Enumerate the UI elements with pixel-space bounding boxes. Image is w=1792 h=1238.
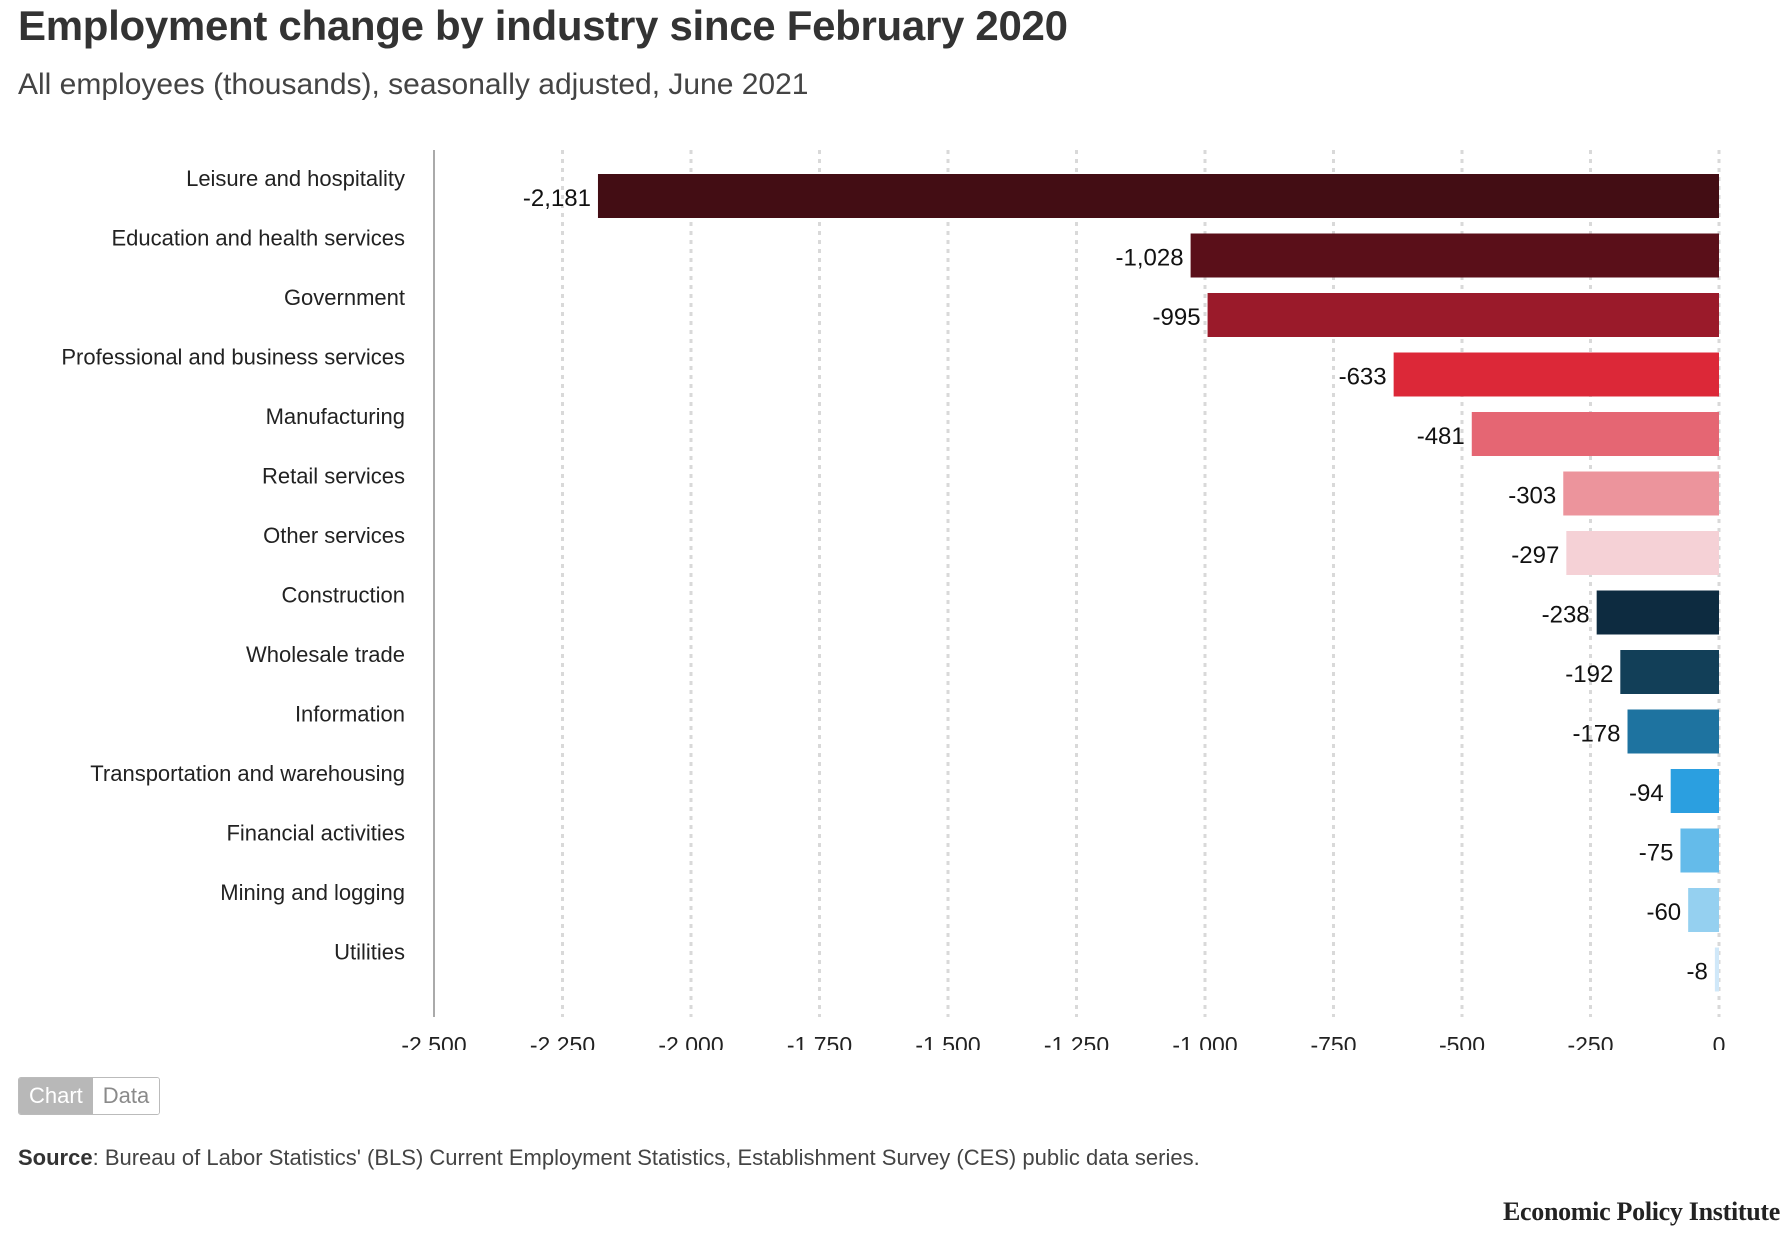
source-text: : Bureau of Labor Statistics' (BLS) Curr… [92, 1145, 1200, 1170]
bar [1471, 412, 1719, 456]
x-tick-label: 0 [1713, 1032, 1726, 1050]
x-tick-label: -2,500 [401, 1032, 466, 1050]
x-tick-label: -2,250 [530, 1032, 595, 1050]
value-label: -94 [1629, 780, 1664, 807]
value-label: -75 [1639, 840, 1674, 867]
value-label: -2,181 [523, 185, 591, 212]
bar [1670, 769, 1719, 813]
x-tick-label: -1,000 [1172, 1032, 1237, 1050]
x-tick-label: -750 [1310, 1032, 1356, 1050]
source-note: Source: Bureau of Labor Statistics' (BLS… [18, 1145, 1200, 1171]
category-label: Other services [263, 523, 405, 548]
x-tick-label: -1,500 [915, 1032, 980, 1050]
bar [1393, 352, 1719, 397]
value-label: -238 [1542, 602, 1590, 629]
bar [1563, 471, 1719, 516]
bar [1680, 828, 1719, 873]
category-label: Mining and logging [220, 880, 405, 905]
category-label: Financial activities [226, 821, 405, 846]
bar [1688, 888, 1719, 932]
bar [1207, 293, 1719, 337]
x-tick-label: -1,250 [1044, 1032, 1109, 1050]
bar [1566, 531, 1719, 575]
value-label: -303 [1508, 483, 1556, 510]
bar-chart: -2,500 -2,250 -2,000 -1,750 -1,500 -1,250 -1,0… [61, 150, 1726, 1050]
category-label: Leisure and hospitality [186, 166, 405, 191]
category-label: Wholesale trade [246, 642, 405, 667]
chart-tab[interactable]: Chart [19, 1078, 93, 1114]
category-label: Information [295, 702, 405, 727]
view-toggle: Chart Data [18, 1077, 161, 1115]
category-label: Professional and business services [61, 345, 405, 370]
category-label: Retail services [262, 464, 405, 489]
value-label: -192 [1565, 661, 1613, 688]
bar [1190, 233, 1719, 278]
category-label: Manufacturing [266, 404, 405, 429]
value-label: -995 [1153, 304, 1201, 331]
value-label: -8 [1687, 959, 1708, 986]
value-label: -1,028 [1116, 245, 1184, 272]
x-tick-label: -1,750 [787, 1032, 852, 1050]
value-label: -178 [1572, 721, 1620, 748]
x-tick-label: -250 [1567, 1032, 1613, 1050]
category-label: Utilities [334, 940, 405, 965]
bar [1620, 650, 1719, 694]
data-tab[interactable]: Data [92, 1078, 160, 1114]
x-tick-label: -500 [1439, 1032, 1485, 1050]
bar [1627, 709, 1719, 754]
value-label: -60 [1646, 899, 1681, 926]
bar [1596, 590, 1719, 635]
category-label: Education and health services [111, 226, 405, 251]
chart-title: Employment change by industry since Febr… [18, 2, 1068, 49]
chart-subtitle: All employees (thousands), seasonally ad… [18, 68, 809, 101]
category-label: Government [284, 285, 405, 310]
brand-logo: Economic Policy Institute [1502, 1197, 1780, 1226]
x-tick-label: -2,000 [658, 1032, 723, 1050]
value-label: -633 [1339, 364, 1387, 391]
value-label: -297 [1511, 542, 1559, 569]
bar [1714, 947, 1719, 992]
bar [597, 174, 1719, 218]
category-label: Construction [281, 583, 405, 608]
category-label: Transportation and warehousing [90, 761, 405, 786]
source-label: Source [18, 1145, 93, 1170]
value-label: -481 [1417, 423, 1465, 450]
